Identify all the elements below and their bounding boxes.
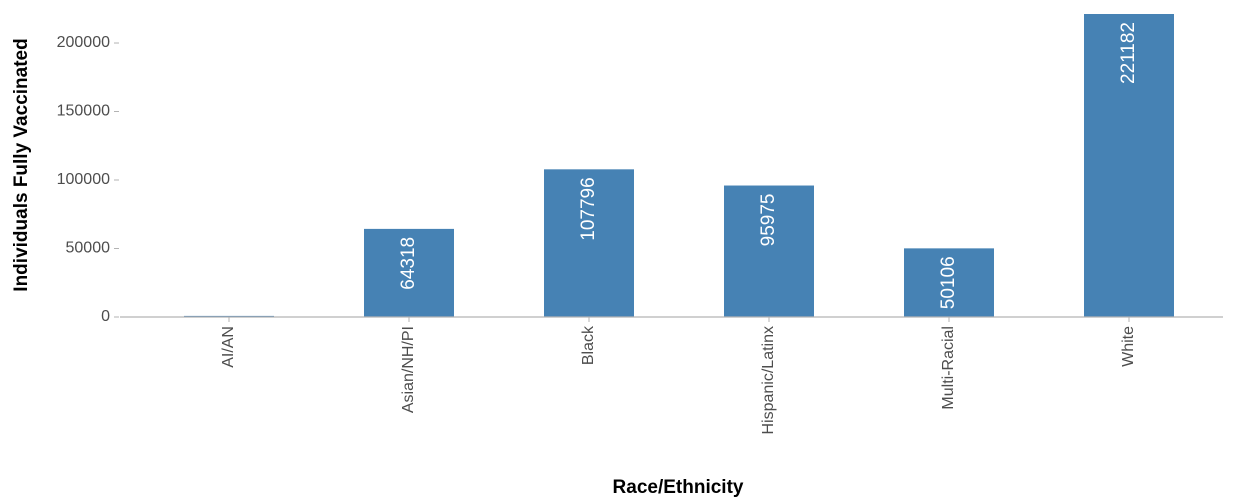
y-axis-title: Individuals Fully Vaccinated (11, 38, 32, 291)
y-tick-label: 100000 (57, 171, 110, 188)
y-tick-label: 200000 (57, 34, 110, 51)
y-tick-label: 150000 (57, 103, 110, 120)
bar (364, 228, 454, 317)
bar (1084, 14, 1174, 317)
bar (904, 248, 994, 317)
data-label: 107796 (578, 177, 599, 240)
data-label: 64318 (398, 237, 419, 290)
data-label: 95975 (758, 194, 779, 247)
bar (544, 169, 634, 317)
x-tick-label: AI/AN (220, 326, 237, 368)
y-tick-label: 0 (101, 308, 110, 325)
x-tick-label: White (1120, 326, 1137, 367)
y-tick-label: 50000 (66, 240, 111, 257)
x-tick-label: Hispanic/Latinx (760, 326, 777, 435)
bar (724, 185, 814, 317)
x-tick-label: Multi-Racial (940, 326, 957, 410)
x-tick-label: Asian/NH/PI (400, 326, 417, 413)
data-label: 221182 (1118, 22, 1139, 84)
x-tick-label: Black (580, 325, 597, 365)
data-label: 50106 (938, 256, 959, 309)
x-axis-title: Race/Ethnicity (613, 477, 744, 498)
